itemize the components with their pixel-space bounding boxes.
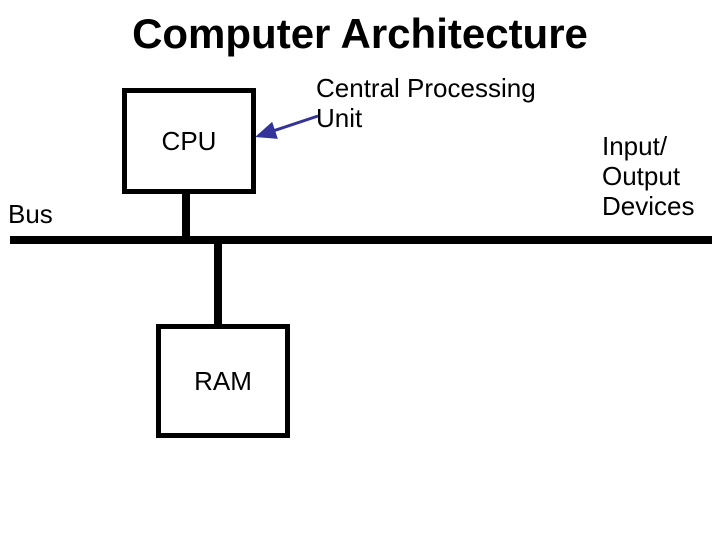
diagram-canvas: Computer Architecture Bus CPU RAM Centra… (0, 0, 720, 540)
cpu-pointer-arrow (0, 0, 720, 540)
